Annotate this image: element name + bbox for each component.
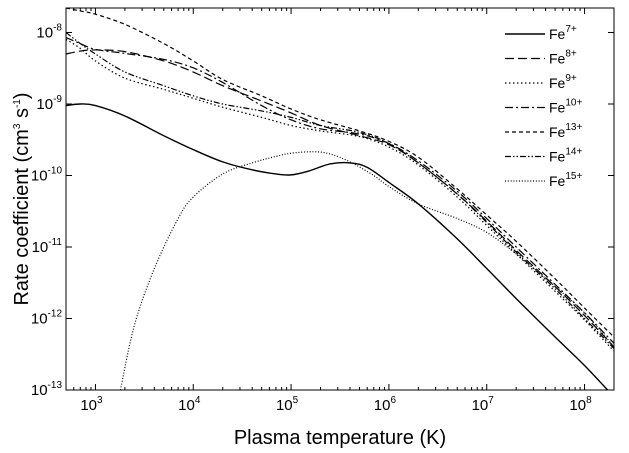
y-tick-label: 10-12 [31,308,63,327]
legend-label: Fe10+ [549,98,582,116]
x-tick-label: 108 [569,395,592,414]
x-tick-label: 104 [178,395,201,414]
series-line-fe-14plus [66,32,614,349]
series-line-fe-9plus [66,38,614,352]
legend-label: Fe7+ [549,24,577,42]
x-tick-label: 103 [80,395,103,414]
x-axis-title: Plasma temperature (K) [234,427,446,449]
legend: Fe7+ Fe8+ Fe9+ Fe10+ Fe13+ Fe14+ Fe15+ [505,24,582,189]
legend-label: Fe9+ [549,73,577,91]
y-tick-label: 10-10 [31,165,63,184]
x-tick-label: 105 [276,395,299,414]
legend-label: Fe15+ [549,171,582,189]
y-tick-label: 10-9 [36,94,62,113]
series-line-fe-7plus [66,103,609,390]
series-line-fe-10plus [66,36,614,344]
legend-label: Fe13+ [549,122,582,140]
y-tick-label: 10-8 [36,22,62,41]
series-layer [66,8,614,390]
y-axis-title: Rate coefficient (cm3 s-1) [11,92,33,305]
series-line-fe-15plus [119,151,614,390]
x-tick-label: 107 [472,395,495,414]
series-line-fe-13plus [66,8,614,338]
x-tick-label: 106 [374,395,397,414]
y-tick-label: 10-13 [31,380,63,399]
plot-frame [65,7,615,391]
series-line-fe-8plus [66,49,614,348]
legend-label: Fe8+ [549,49,577,67]
y-tick-label: 10-11 [32,237,63,256]
axis-ticks: 103 104 105 106 107 108 10-13 10-12 10-11 10-10 10… [31,8,615,414]
legend-label: Fe14+ [549,147,582,165]
